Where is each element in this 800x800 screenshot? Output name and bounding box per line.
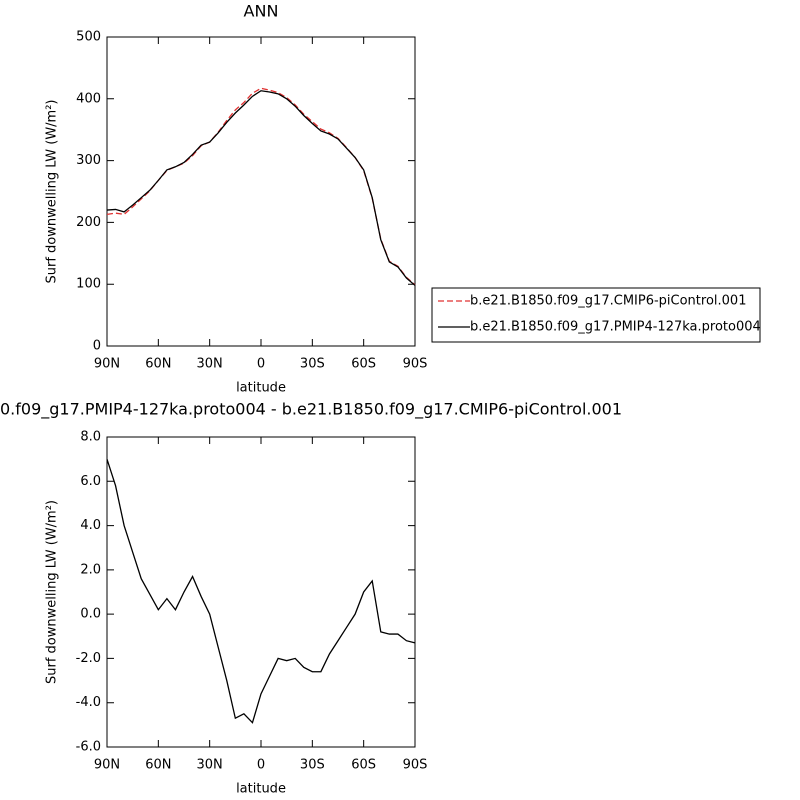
x-tick-label: 30N (197, 357, 223, 372)
x-tick-label: 30S (300, 758, 325, 773)
legend-box (431, 287, 761, 343)
y-tick-label: 6.0 (80, 474, 101, 489)
plot-frame (106, 436, 416, 748)
x-tick-label: 30N (197, 758, 223, 773)
legend-label: b.e21.B1850.f09_g17.PMIP4-127ka.proto004 (470, 320, 761, 335)
y-tick-label: -6.0 (76, 740, 101, 755)
y-tick-label: 4.0 (80, 518, 101, 533)
y-axis-label: Surf downwelling LW (W/m²) (45, 100, 60, 284)
x-tick-label: 0 (257, 357, 265, 372)
y-axis-label: Surf downwelling LW (W/m²) (45, 500, 60, 684)
x-tick-label: 90S (403, 357, 428, 372)
y-tick-label: 100 (76, 277, 101, 292)
y-tick-label: 500 (76, 30, 101, 45)
x-tick-label: 30S (300, 357, 325, 372)
legend-label: b.e21.B1850.f09_g17.CMIP6-piControl.001 (470, 294, 746, 309)
y-tick-label: 2.0 (80, 562, 101, 577)
plot-frame (106, 36, 416, 347)
x-tick-label: 90N (94, 357, 120, 372)
data-line (106, 90, 416, 286)
x-axis-label: latitude (236, 782, 286, 797)
y-tick-label: 0 (93, 339, 101, 354)
y-tick-label: 300 (76, 153, 101, 168)
y-tick-label: -4.0 (76, 695, 101, 710)
x-tick-label: 60S (351, 758, 376, 773)
chart-title: 0.f09_g17.PMIP4-127ka.proto004 - b.e21.B… (0, 400, 622, 420)
x-tick-label: 60N (145, 357, 171, 372)
y-tick-label: 400 (76, 91, 101, 106)
x-tick-label: 60S (351, 357, 376, 372)
x-tick-label: 90S (403, 758, 428, 773)
y-tick-label: 8.0 (80, 430, 101, 445)
x-tick-label: 60N (145, 758, 171, 773)
data-line (106, 458, 416, 724)
y-tick-label: 0.0 (80, 607, 101, 622)
x-axis-label: latitude (236, 381, 286, 396)
chart-title: ANN (244, 2, 279, 21)
x-tick-label: 90N (94, 758, 120, 773)
y-tick-label: -2.0 (76, 651, 101, 666)
x-tick-label: 0 (257, 758, 265, 773)
y-tick-label: 200 (76, 215, 101, 230)
